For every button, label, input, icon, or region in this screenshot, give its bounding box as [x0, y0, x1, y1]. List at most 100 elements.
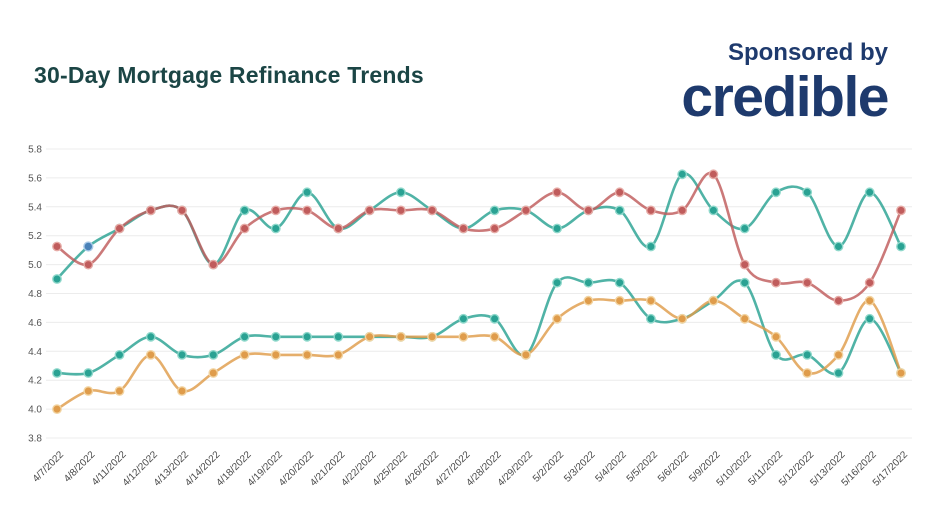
- x-tick-label: 4/7/2022: [31, 449, 67, 485]
- series-teal-lower-point: [583, 277, 594, 288]
- series-red-point: [677, 205, 688, 216]
- series-teal-upper-point: [833, 241, 844, 252]
- series-teal-upper-point: [646, 241, 656, 252]
- x-tick-label: 5/6/2022: [656, 449, 692, 485]
- series-red-point: [552, 187, 562, 198]
- chart-title: 30-Day Mortgage Refinance Trends: [34, 62, 424, 88]
- series-teal-lower-point: [739, 277, 750, 288]
- series-red-point: [771, 277, 781, 288]
- extra-blue-point: [83, 241, 94, 252]
- series-orange-point: [208, 368, 219, 378]
- series-teal-upper-point: [771, 187, 781, 198]
- series-teal-upper-point: [677, 169, 688, 180]
- series-teal-upper-point: [739, 223, 750, 234]
- series-orange-point: [802, 368, 813, 378]
- series-teal-lower-point: [145, 331, 156, 342]
- y-tick-label: 4.4: [28, 347, 42, 358]
- series-teal-lower-point: [552, 277, 562, 288]
- series-orange-point: [896, 368, 906, 378]
- sponsor-block: Sponsored by credible: [681, 39, 889, 128]
- series-orange-point: [114, 386, 125, 396]
- series-teal-lower-point: [177, 349, 187, 360]
- series-teal-lower-point: [52, 368, 62, 378]
- series-teal-upper-point: [395, 187, 406, 198]
- series-red-point: [239, 223, 250, 234]
- series-orange-point: [52, 404, 62, 414]
- series-red-point: [583, 205, 594, 216]
- series-red-point: [208, 259, 219, 270]
- series-teal-upper-point: [52, 274, 62, 284]
- series-teal-lower-point: [458, 313, 469, 324]
- series-orange-point: [83, 386, 94, 396]
- series-orange-point: [489, 331, 500, 342]
- series-teal-lower-point: [302, 331, 312, 342]
- series-teal-upper-point: [614, 205, 625, 216]
- series-red-point: [114, 223, 125, 234]
- y-tick-label: 5.4: [28, 202, 42, 213]
- series-orange-point: [739, 313, 750, 324]
- series-orange-point: [864, 295, 875, 306]
- series-orange-point: [395, 331, 406, 342]
- series-teal-lower-point: [83, 368, 94, 378]
- series-red-point: [833, 295, 844, 306]
- series-red-point: [896, 205, 906, 216]
- series-orange-point: [771, 331, 781, 342]
- series-red-point: [427, 205, 437, 216]
- series-orange-point: [302, 349, 312, 360]
- series-orange-point: [333, 349, 344, 360]
- series-teal-lower-point: [114, 349, 125, 360]
- series-red-point: [646, 205, 656, 216]
- y-tick-label: 5.8: [28, 145, 42, 156]
- series-red-point: [708, 169, 719, 180]
- series-red-point: [521, 205, 531, 216]
- series-teal-upper-point: [896, 241, 906, 252]
- y-tick-label: 4.0: [28, 405, 42, 416]
- series-orange-point: [677, 313, 688, 324]
- series-red-point: [270, 205, 281, 216]
- series-red-point: [52, 241, 62, 252]
- series-teal-upper-point: [270, 223, 281, 234]
- series-orange-point: [145, 349, 156, 360]
- series-teal-lower-point: [270, 331, 281, 342]
- series-teal-lower-point: [833, 368, 844, 378]
- x-tick-label: 5/3/2022: [562, 449, 598, 485]
- series-red-point: [177, 205, 187, 216]
- series-red-point: [364, 205, 375, 216]
- series-orange-point: [552, 313, 562, 324]
- series-orange-point: [239, 349, 250, 360]
- series-orange-point: [646, 295, 656, 306]
- x-tick-label: 5/17/2022: [871, 449, 911, 489]
- series-teal-lower-point: [864, 313, 875, 324]
- series-orange-point: [521, 349, 531, 360]
- series-orange-point: [708, 295, 719, 306]
- series-red-point: [145, 205, 156, 216]
- series-orange-point: [614, 295, 625, 306]
- y-tick-label: 4.2: [28, 376, 42, 387]
- series-teal-lower-point: [802, 349, 813, 360]
- y-tick-label: 5.2: [28, 231, 42, 242]
- y-tick-label: 5.6: [28, 173, 42, 184]
- series-teal-upper-point: [708, 205, 719, 216]
- series-red-point: [83, 259, 94, 270]
- series-teal-lower-line: [55, 276, 903, 376]
- series-teal-lower-point: [239, 331, 250, 342]
- series-red-point: [489, 223, 500, 234]
- y-tick-label: 3.8: [28, 434, 42, 445]
- x-tick-label: 5/2/2022: [531, 449, 567, 485]
- series-red-point: [614, 187, 625, 198]
- series-red-point: [395, 205, 406, 216]
- series-teal-lower-point: [489, 313, 500, 324]
- y-tick-label: 5.0: [28, 260, 42, 271]
- x-tick-label: 5/4/2022: [594, 449, 630, 485]
- series-red-point: [458, 223, 469, 234]
- series-orange-point: [177, 386, 187, 396]
- series-red-line: [55, 171, 903, 303]
- series-teal-lower-point: [771, 349, 781, 360]
- series-orange-point: [427, 331, 437, 342]
- series-orange-line: [55, 298, 903, 411]
- y-tick-label: 4.6: [28, 318, 42, 329]
- series-teal-lower-point: [208, 349, 219, 360]
